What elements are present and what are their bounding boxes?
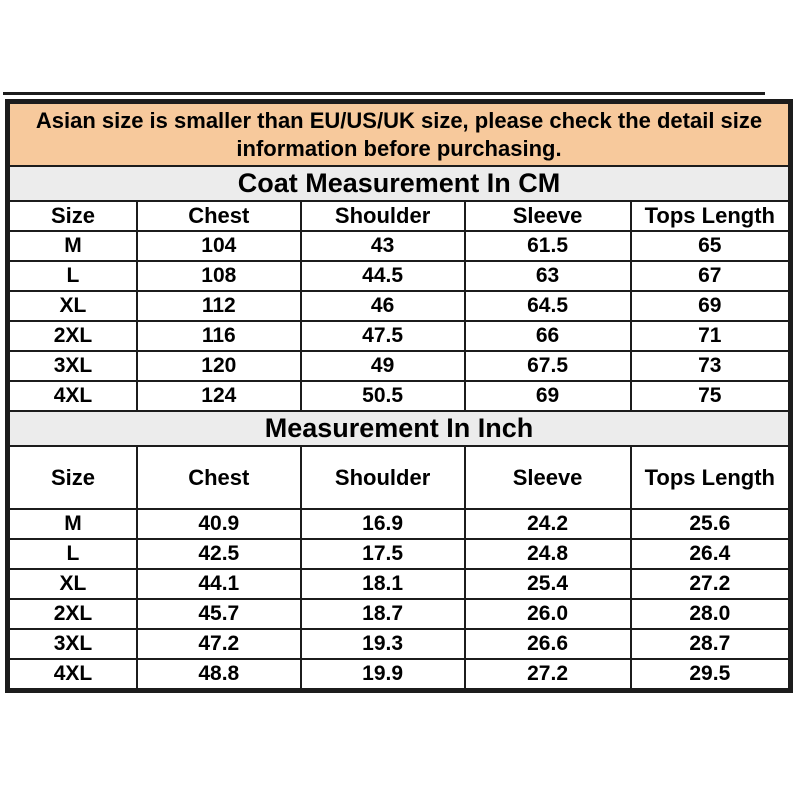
column-header: Chest bbox=[135, 445, 302, 510]
size-cell: 3XL bbox=[8, 350, 138, 382]
table-row: 4XL 124 50.5 69 75 bbox=[8, 380, 791, 412]
header-row-cm: Size Chest Shoulder Sleeve Tops Length bbox=[8, 200, 791, 232]
value-cell: 47.5 bbox=[299, 320, 466, 352]
value-cell: 43 bbox=[299, 230, 466, 262]
value-cell: 47.2 bbox=[135, 628, 302, 660]
value-cell: 40.9 bbox=[135, 508, 302, 540]
table-row: 4XL 48.8 19.9 27.2 29.5 bbox=[8, 658, 791, 690]
column-header: Chest bbox=[135, 200, 302, 232]
value-cell: 28.7 bbox=[629, 628, 791, 660]
size-chart-frame: Asian size is smaller than EU/US/UK size… bbox=[5, 99, 793, 693]
value-cell: 69 bbox=[629, 290, 791, 322]
value-cell: 19.3 bbox=[299, 628, 466, 660]
value-cell: 108 bbox=[135, 260, 302, 292]
value-cell: 120 bbox=[135, 350, 302, 382]
column-header: Size bbox=[8, 445, 138, 510]
column-header: Sleeve bbox=[463, 445, 632, 510]
column-header: Shoulder bbox=[299, 445, 466, 510]
table-row: XL 44.1 18.1 25.4 27.2 bbox=[8, 568, 791, 600]
value-cell: 19.9 bbox=[299, 658, 466, 690]
table-row: XL 112 46 64.5 69 bbox=[8, 290, 791, 322]
size-cell: 3XL bbox=[8, 628, 138, 660]
column-header: Tops Length bbox=[629, 445, 791, 510]
section-title-row-cm: Coat Measurement In CM bbox=[8, 165, 790, 202]
section-title-inch: Measurement In Inch bbox=[8, 410, 790, 447]
size-cell: L bbox=[8, 260, 138, 292]
table-row: L 108 44.5 63 67 bbox=[8, 260, 791, 292]
size-cell: 4XL bbox=[8, 658, 138, 690]
value-cell: 44.5 bbox=[299, 260, 466, 292]
value-cell: 63 bbox=[463, 260, 632, 292]
value-cell: 16.9 bbox=[299, 508, 466, 540]
size-cell: 2XL bbox=[8, 320, 138, 352]
value-cell: 26.4 bbox=[629, 538, 791, 570]
value-cell: 73 bbox=[629, 350, 791, 382]
header-row-inch: Size Chest Shoulder Sleeve Tops Length bbox=[8, 445, 791, 510]
table-row: 3XL 47.2 19.3 26.6 28.7 bbox=[8, 628, 791, 660]
table-row: 2XL 116 47.5 66 71 bbox=[8, 320, 791, 352]
value-cell: 61.5 bbox=[463, 230, 632, 262]
top-edge-line bbox=[3, 92, 765, 95]
value-cell: 50.5 bbox=[299, 380, 466, 412]
table-row: 2XL 45.7 18.7 26.0 28.0 bbox=[8, 598, 791, 630]
notice-row: Asian size is smaller than EU/US/UK size… bbox=[8, 102, 790, 167]
value-cell: 24.8 bbox=[463, 538, 632, 570]
value-cell: 45.7 bbox=[135, 598, 302, 630]
value-cell: 18.1 bbox=[299, 568, 466, 600]
column-header: Size bbox=[8, 200, 138, 232]
value-cell: 42.5 bbox=[135, 538, 302, 570]
value-cell: 27.2 bbox=[629, 568, 791, 600]
value-cell: 67 bbox=[629, 260, 791, 292]
value-cell: 75 bbox=[629, 380, 791, 412]
value-cell: 116 bbox=[135, 320, 302, 352]
value-cell: 64.5 bbox=[463, 290, 632, 322]
section-title-row-inch: Measurement In Inch bbox=[8, 410, 790, 447]
size-cell: XL bbox=[8, 290, 138, 322]
value-cell: 29.5 bbox=[629, 658, 791, 690]
value-cell: 69 bbox=[463, 380, 632, 412]
size-cell: M bbox=[8, 508, 138, 540]
value-cell: 25.6 bbox=[629, 508, 791, 540]
value-cell: 66 bbox=[463, 320, 632, 352]
size-cell: 2XL bbox=[8, 598, 138, 630]
value-cell: 46 bbox=[299, 290, 466, 322]
column-header: Tops Length bbox=[629, 200, 791, 232]
value-cell: 18.7 bbox=[299, 598, 466, 630]
table-row: 3XL 120 49 67.5 73 bbox=[8, 350, 791, 382]
section-title-cm: Coat Measurement In CM bbox=[8, 165, 790, 202]
value-cell: 44.1 bbox=[135, 568, 302, 600]
value-cell: 71 bbox=[629, 320, 791, 352]
table-row: M 104 43 61.5 65 bbox=[8, 230, 791, 262]
value-cell: 67.5 bbox=[463, 350, 632, 382]
value-cell: 49 bbox=[299, 350, 466, 382]
value-cell: 24.2 bbox=[463, 508, 632, 540]
size-chart-table: Asian size is smaller than EU/US/UK size… bbox=[8, 102, 791, 690]
value-cell: 112 bbox=[135, 290, 302, 322]
notice-banner: Asian size is smaller than EU/US/UK size… bbox=[8, 102, 790, 167]
size-cell: XL bbox=[8, 568, 138, 600]
value-cell: 65 bbox=[629, 230, 791, 262]
table-row: L 42.5 17.5 24.8 26.4 bbox=[8, 538, 791, 570]
value-cell: 17.5 bbox=[299, 538, 466, 570]
value-cell: 28.0 bbox=[629, 598, 791, 630]
value-cell: 124 bbox=[135, 380, 302, 412]
value-cell: 104 bbox=[135, 230, 302, 262]
value-cell: 26.6 bbox=[463, 628, 632, 660]
size-cell: L bbox=[8, 538, 138, 570]
value-cell: 25.4 bbox=[463, 568, 632, 600]
value-cell: 48.8 bbox=[135, 658, 302, 690]
value-cell: 27.2 bbox=[463, 658, 632, 690]
column-header: Sleeve bbox=[463, 200, 632, 232]
table-row: M 40.9 16.9 24.2 25.6 bbox=[8, 508, 791, 540]
value-cell: 26.0 bbox=[463, 598, 632, 630]
table-body: Asian size is smaller than EU/US/UK size… bbox=[8, 102, 791, 690]
column-header: Shoulder bbox=[299, 200, 466, 232]
size-cell: 4XL bbox=[8, 380, 138, 412]
size-cell: M bbox=[8, 230, 138, 262]
